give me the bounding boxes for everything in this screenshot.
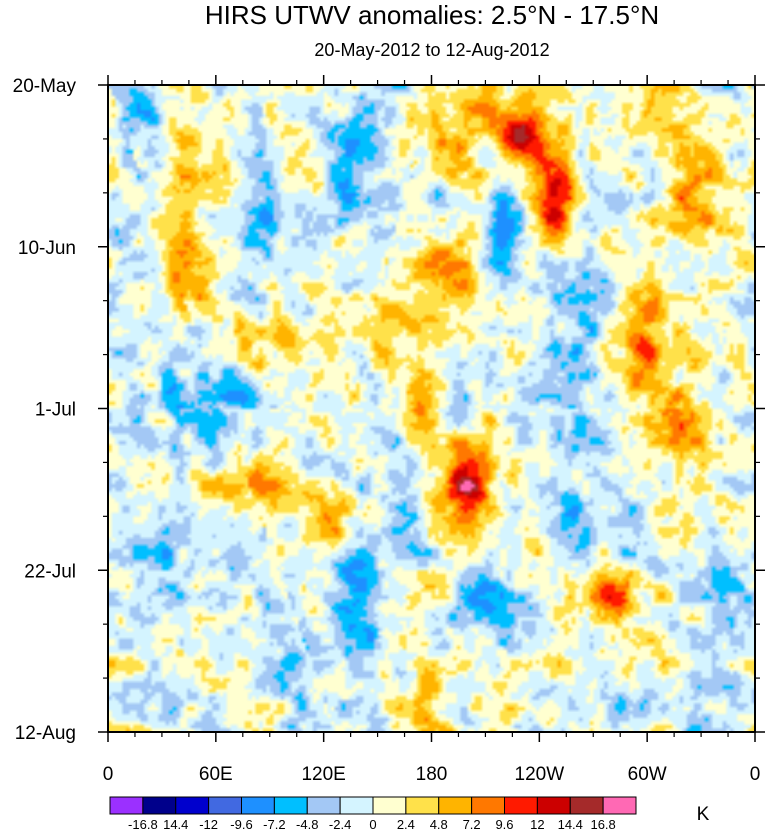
plot-frame: [107, 84, 756, 733]
x-tick-label: 180: [416, 764, 448, 785]
colorbar-level-label: 12: [530, 817, 544, 832]
colorbar-level-label: 0: [369, 817, 376, 832]
chart-subtitle: 20-May-2012 to 12-Aug-2012: [314, 40, 549, 60]
colorbar-level-label: 14.4: [558, 817, 583, 832]
colorbar-swatch: [339, 796, 374, 815]
chart-title: HIRS UTWV anomalies: 2.5°N - 17.5°N: [205, 0, 659, 30]
colorbar-swatch: [569, 796, 604, 815]
colorbar-level-label: -4.8: [296, 817, 318, 832]
x-tick-label: 60W: [628, 764, 667, 785]
colorbar-swatch: [175, 796, 210, 815]
colorbar-swatch: [273, 796, 308, 815]
colorbar-level-label: 2.4: [397, 817, 415, 832]
y-tick-label: 12-Aug: [15, 723, 76, 744]
colorbar-level-label: 9.6: [495, 817, 513, 832]
colorbar-level-label: -2.4: [329, 817, 351, 832]
colorbar-swatch: [471, 796, 505, 815]
colorbar-level-label: 14.4: [163, 817, 188, 832]
x-tick-label: 120W: [515, 764, 565, 785]
colorbar-swatch: [438, 796, 473, 815]
colorbar-swatch: [241, 796, 275, 815]
colorbar-swatch: [405, 796, 440, 815]
colorbar-swatch: [109, 796, 144, 815]
colorbar-swatch: [504, 796, 538, 815]
colorbar-level-label: -12: [199, 817, 218, 832]
x-tick-label: 0: [750, 764, 761, 785]
x-tick-label: 60E: [199, 764, 233, 785]
colorbar-swatch: [602, 796, 637, 815]
colorbar-level-label: 7.2: [463, 817, 481, 832]
colorbar-swatch: [208, 796, 242, 815]
y-tick-label: 1-Jul: [35, 400, 76, 421]
colorbar-level-label: 16.8: [590, 817, 615, 832]
colorbar-swatch: [306, 796, 341, 815]
colorbar-swatch: [142, 796, 177, 815]
colorbar-level-label: 4.8: [430, 817, 448, 832]
colorbar-swatch: [372, 796, 407, 815]
colorbar-swatch: [536, 796, 571, 815]
y-tick-label: 22-Jul: [24, 561, 76, 582]
y-tick-label: 20-May: [13, 76, 77, 97]
colorbar-level-label: -7.2: [263, 817, 285, 832]
heatmap-plot-area: [108, 85, 755, 732]
colorbar-level-label: -16.8: [128, 817, 158, 832]
x-tick-label: 0: [103, 764, 114, 785]
colorbar-unit-label: K: [697, 804, 710, 825]
x-tick-label: 120E: [301, 764, 345, 785]
y-tick-label: 10-Jun: [18, 238, 76, 259]
colorbar-level-label: -9.6: [230, 817, 252, 832]
